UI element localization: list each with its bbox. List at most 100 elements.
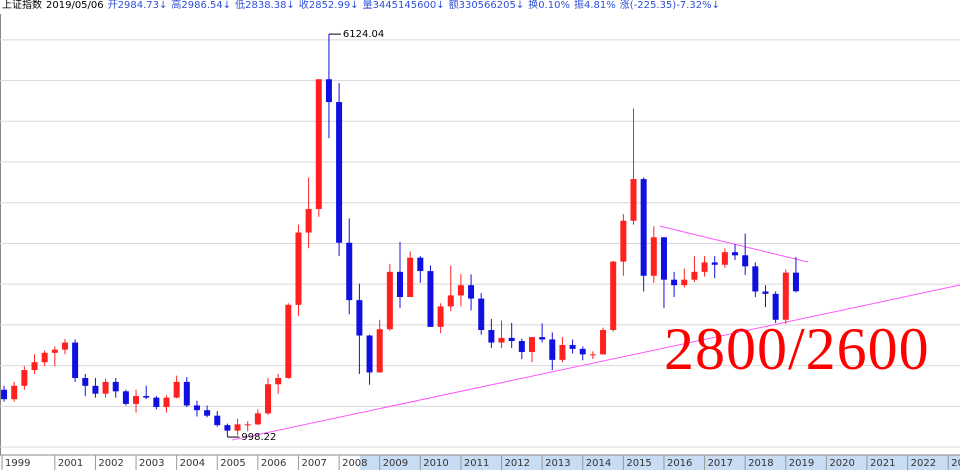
candle-body bbox=[407, 257, 414, 297]
x-tick-label: 2008 bbox=[342, 458, 367, 469]
candle-body bbox=[762, 291, 769, 294]
x-tick-label: 2021 bbox=[870, 458, 895, 469]
candle-body bbox=[254, 413, 261, 425]
candle-body bbox=[143, 396, 150, 398]
candle-body bbox=[173, 381, 180, 398]
candle-body bbox=[752, 266, 759, 292]
quote-field: 开2984.73↓ bbox=[107, 0, 168, 11]
quote-field: 高2986.54↓ bbox=[171, 0, 232, 11]
candle-body bbox=[681, 279, 688, 286]
candle-body bbox=[630, 179, 637, 221]
quote-field: 低2838.38↓ bbox=[235, 0, 295, 11]
candle-body bbox=[742, 255, 749, 267]
candle-body bbox=[447, 295, 454, 307]
x-tick-label: 2005 bbox=[220, 458, 245, 469]
candle-body bbox=[336, 102, 343, 243]
candle-body bbox=[711, 262, 718, 265]
x-tick-label: 1999 bbox=[5, 458, 30, 469]
x-tick-label: 2006 bbox=[261, 458, 286, 469]
candle-body bbox=[640, 179, 647, 276]
x-tick-label: 2007 bbox=[301, 458, 326, 469]
x-tick-label: 2003 bbox=[139, 458, 164, 469]
candle-body bbox=[376, 329, 383, 373]
candle-body bbox=[782, 272, 789, 320]
candle-body bbox=[305, 208, 312, 233]
candle-body bbox=[569, 344, 576, 349]
trend-line bbox=[231, 284, 960, 441]
candle-body bbox=[518, 341, 525, 353]
candle-body bbox=[51, 349, 58, 353]
quote-field: 收2852.99↓ bbox=[298, 0, 359, 11]
candle-body bbox=[41, 352, 48, 363]
candle-body bbox=[417, 257, 424, 272]
candle-body bbox=[437, 306, 444, 327]
x-tick-label: 2018 bbox=[748, 458, 773, 469]
candle-body bbox=[61, 342, 68, 350]
candle-body bbox=[31, 362, 38, 371]
quote-field: 振4.81% bbox=[574, 0, 616, 11]
x-tick-label: 2010 bbox=[423, 458, 448, 469]
low-label: 998.22 bbox=[241, 432, 276, 443]
candle-body bbox=[102, 381, 109, 394]
x-tick-label: 2009 bbox=[383, 458, 408, 469]
x-tick-label: 2022 bbox=[911, 458, 936, 469]
candle-body bbox=[539, 337, 546, 340]
candle-body bbox=[92, 385, 99, 394]
candle-body bbox=[11, 385, 18, 400]
quote-field: 2019/05/06 bbox=[46, 0, 104, 11]
candle-body bbox=[559, 344, 566, 360]
x-tick-label: 2001 bbox=[58, 458, 83, 469]
candle-body bbox=[397, 271, 403, 297]
candle-body bbox=[691, 271, 698, 280]
candle-body bbox=[701, 262, 708, 272]
candle-body bbox=[620, 220, 627, 262]
candle-body bbox=[244, 424, 251, 426]
candle-body bbox=[498, 337, 505, 343]
x-tick-label: 2016 bbox=[667, 458, 692, 469]
annotation: 2800/2600 bbox=[664, 316, 930, 382]
candle-body bbox=[488, 330, 495, 343]
x-tick-label: 2023 bbox=[951, 458, 960, 469]
candle-body bbox=[325, 79, 332, 103]
candle-body bbox=[600, 330, 607, 355]
x-tick-label: 2019 bbox=[789, 458, 814, 469]
candle-body bbox=[650, 237, 657, 276]
candle-body bbox=[610, 261, 617, 331]
candle-body bbox=[204, 410, 211, 416]
candle-body bbox=[427, 271, 434, 327]
candle-body bbox=[721, 252, 728, 265]
quote-field: 涨(-225.35)-7.32%↓ bbox=[619, 0, 720, 11]
candle-body bbox=[508, 337, 515, 342]
axis-shade bbox=[360, 455, 960, 470]
candle-body bbox=[589, 354, 596, 356]
candle-body bbox=[478, 298, 485, 331]
x-tick-label: 2011 bbox=[464, 458, 489, 469]
x-tick-label: 2014 bbox=[586, 458, 611, 469]
candle-body bbox=[660, 237, 667, 280]
candle-body bbox=[356, 300, 363, 336]
candle-body bbox=[153, 397, 160, 408]
candle-body bbox=[528, 337, 535, 353]
candle-body bbox=[275, 377, 282, 385]
candle-body bbox=[579, 348, 586, 355]
high-label: 6124.04 bbox=[343, 29, 384, 40]
candle-body bbox=[671, 279, 678, 286]
candle-body bbox=[549, 339, 556, 360]
candle-body bbox=[346, 242, 353, 301]
quote-field: 额330566205↓ bbox=[448, 0, 525, 11]
x-tick-label: 2002 bbox=[98, 458, 123, 469]
candle-body bbox=[163, 397, 170, 408]
candle-body bbox=[214, 415, 221, 426]
candle-body bbox=[183, 381, 190, 406]
candle-body bbox=[285, 304, 292, 378]
candle-body bbox=[295, 232, 302, 305]
candle-body bbox=[386, 271, 393, 330]
candle-body bbox=[468, 285, 475, 299]
quote-field: 上证指数 bbox=[2, 0, 42, 11]
candle-body bbox=[265, 384, 272, 414]
x-tick-label: 2013 bbox=[545, 458, 570, 469]
quote-header: 上证指数 2019/05/06 开2984.73↓ 高2986.54↓ 低2838.38… bbox=[2, 0, 724, 14]
candle-body bbox=[792, 272, 799, 292]
